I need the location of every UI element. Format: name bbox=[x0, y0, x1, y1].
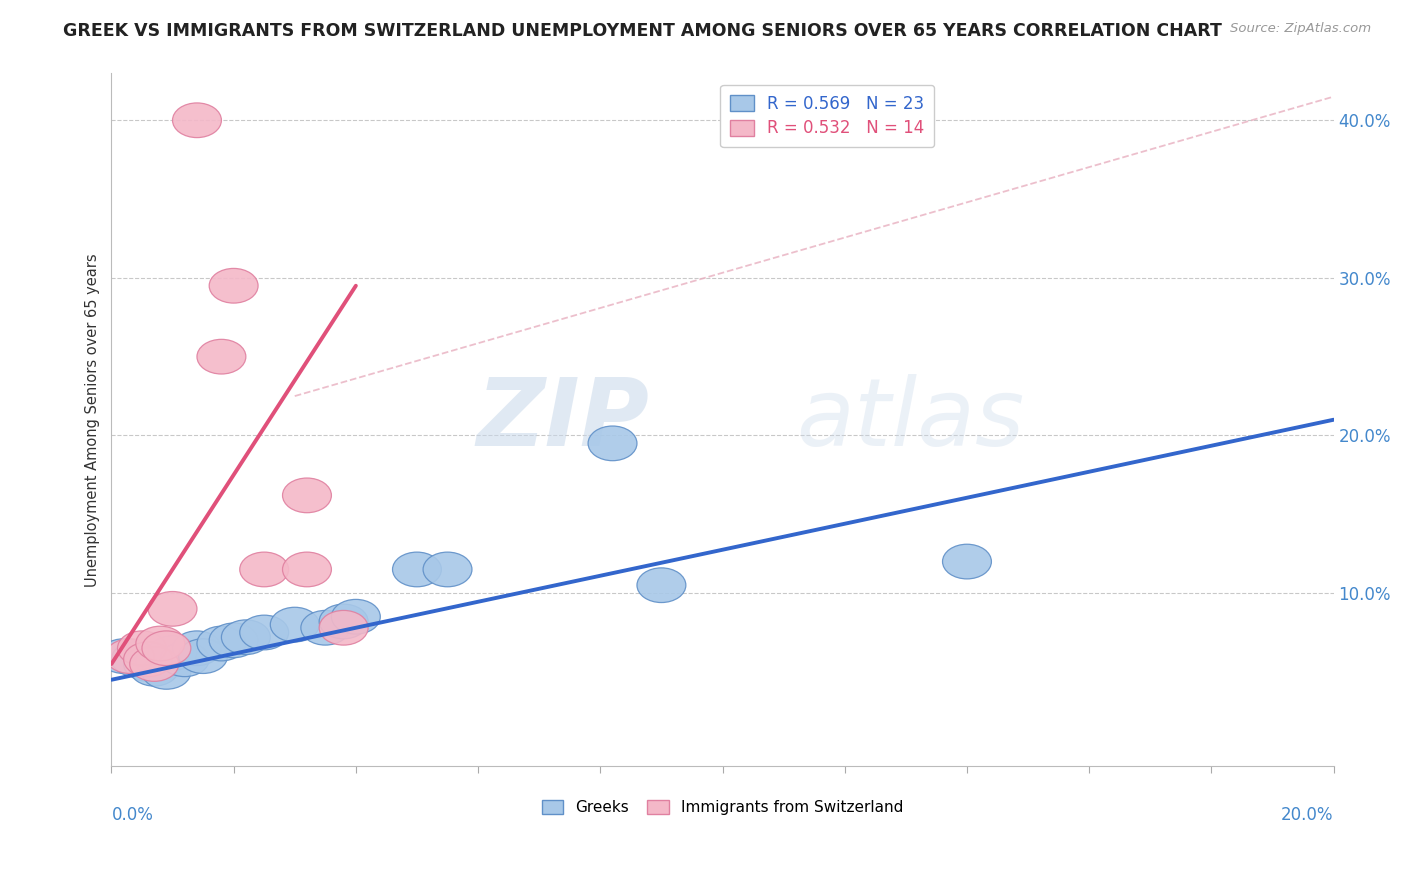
Ellipse shape bbox=[129, 647, 179, 681]
Ellipse shape bbox=[637, 568, 686, 602]
Y-axis label: Unemployment Among Seniors over 65 years: Unemployment Among Seniors over 65 years bbox=[86, 253, 100, 587]
Ellipse shape bbox=[319, 610, 368, 645]
Ellipse shape bbox=[197, 339, 246, 374]
Text: GREEK VS IMMIGRANTS FROM SWITZERLAND UNEMPLOYMENT AMONG SENIORS OVER 65 YEARS CO: GREEK VS IMMIGRANTS FROM SWITZERLAND UNE… bbox=[63, 22, 1222, 40]
Ellipse shape bbox=[173, 103, 221, 137]
Ellipse shape bbox=[423, 552, 472, 587]
Ellipse shape bbox=[124, 642, 173, 677]
Ellipse shape bbox=[221, 620, 270, 655]
Ellipse shape bbox=[240, 615, 288, 650]
Ellipse shape bbox=[118, 631, 166, 665]
Text: 0.0%: 0.0% bbox=[111, 805, 153, 824]
Ellipse shape bbox=[392, 552, 441, 587]
Ellipse shape bbox=[105, 639, 155, 673]
Ellipse shape bbox=[942, 544, 991, 579]
Ellipse shape bbox=[136, 626, 184, 661]
Legend: Greeks, Immigrants from Switzerland: Greeks, Immigrants from Switzerland bbox=[536, 794, 910, 822]
Ellipse shape bbox=[179, 639, 228, 673]
Ellipse shape bbox=[160, 642, 209, 677]
Ellipse shape bbox=[142, 631, 191, 665]
Ellipse shape bbox=[148, 636, 197, 670]
Ellipse shape bbox=[301, 610, 350, 645]
Text: atlas: atlas bbox=[796, 375, 1024, 466]
Ellipse shape bbox=[283, 552, 332, 587]
Ellipse shape bbox=[100, 639, 148, 673]
Ellipse shape bbox=[111, 642, 160, 677]
Ellipse shape bbox=[209, 268, 259, 303]
Ellipse shape bbox=[283, 478, 332, 513]
Ellipse shape bbox=[148, 591, 197, 626]
Ellipse shape bbox=[124, 647, 173, 681]
Ellipse shape bbox=[136, 643, 184, 678]
Ellipse shape bbox=[129, 651, 179, 686]
Ellipse shape bbox=[240, 552, 288, 587]
Ellipse shape bbox=[270, 607, 319, 642]
Ellipse shape bbox=[209, 623, 259, 657]
Ellipse shape bbox=[332, 599, 380, 634]
Text: 20.0%: 20.0% bbox=[1281, 805, 1334, 824]
Ellipse shape bbox=[588, 426, 637, 460]
Ellipse shape bbox=[319, 604, 368, 639]
Text: Source: ZipAtlas.com: Source: ZipAtlas.com bbox=[1230, 22, 1371, 36]
Ellipse shape bbox=[173, 631, 221, 665]
Text: ZIP: ZIP bbox=[477, 374, 650, 466]
Ellipse shape bbox=[142, 655, 191, 690]
Ellipse shape bbox=[197, 626, 246, 661]
